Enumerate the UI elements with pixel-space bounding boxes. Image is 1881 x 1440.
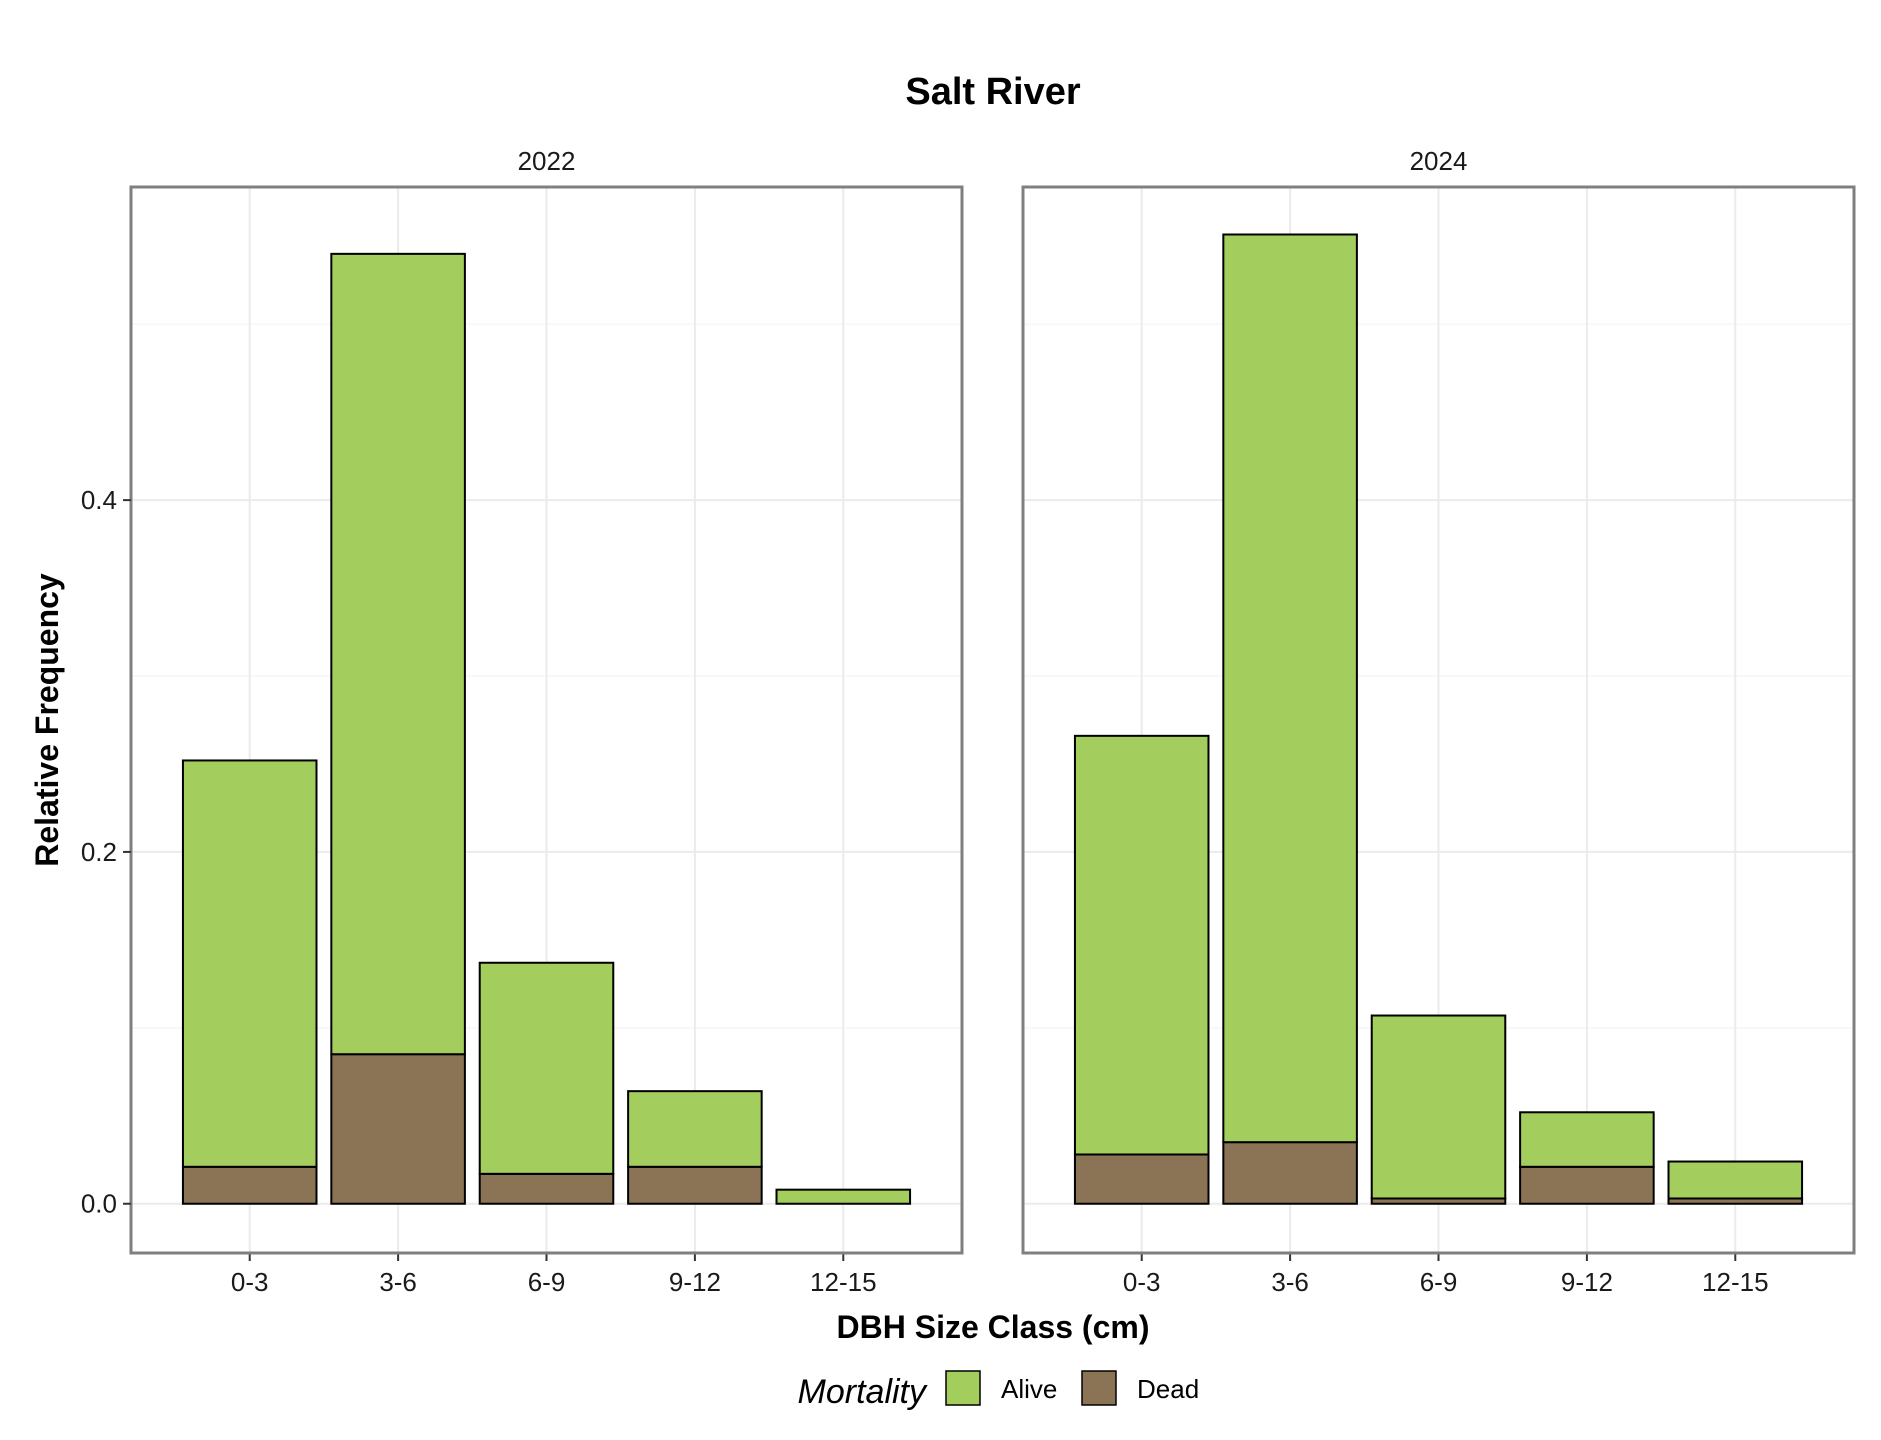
- bar-alive-9-12: [627, 1090, 763, 1168]
- chart-title: Salt River: [905, 71, 1081, 113]
- legend-swatch-dead: [1081, 1370, 1117, 1406]
- y-tick-label: 0.4: [81, 485, 117, 515]
- panel-2022: 2022 0-3 3-6 6-9 9-12 12-15: [129, 146, 964, 1297]
- bar-alive-0-3: [181, 759, 318, 1168]
- bar-dead-0-3: [1073, 1153, 1210, 1205]
- bar-alive-6-9: [1370, 1014, 1507, 1200]
- x-tick-label: 3-6: [379, 1267, 417, 1297]
- panel-border: [1021, 185, 1856, 1255]
- x-tick-label: 9-12: [669, 1267, 721, 1297]
- bars: [1073, 233, 1804, 1205]
- legend: Mortality Alive Dead: [798, 1370, 1199, 1411]
- legend-swatch-alive: [945, 1370, 981, 1406]
- x-axis-title: DBH Size Class (cm): [837, 1309, 1150, 1345]
- y-axis-title: Relative Frequency: [29, 573, 65, 867]
- x-tick-label: 6-9: [528, 1267, 566, 1297]
- bar-dead-0-3: [181, 1165, 318, 1205]
- legend-title: Mortality: [798, 1373, 928, 1411]
- bar-dead-6-9: [478, 1172, 615, 1205]
- x-tick-label: 3-6: [1271, 1267, 1309, 1297]
- x-tick-label: 9-12: [1561, 1267, 1613, 1297]
- bar-dead-9-12: [627, 1165, 763, 1205]
- bar-alive-3-6: [1222, 233, 1358, 1144]
- bar-alive-6-9: [478, 961, 615, 1175]
- panel-border: [129, 185, 964, 1255]
- panel-label: 2024: [1410, 146, 1468, 176]
- legend-entries: Alive Dead: [945, 1370, 1199, 1406]
- panel-label: 2022: [518, 146, 576, 176]
- gridlines: [1023, 187, 1854, 1253]
- bar-alive-0-3: [1073, 734, 1210, 1156]
- x-tick-label: 0-3: [1123, 1267, 1161, 1297]
- panel-2024: 2024 0-3 3-6 6-9 9-12 12-15: [1021, 146, 1856, 1297]
- x-tick-label: 12-15: [810, 1267, 877, 1297]
- bar-dead-9-12: [1519, 1165, 1655, 1205]
- y-tick-label: 0.0: [81, 1189, 117, 1219]
- bars: [181, 252, 912, 1205]
- bar-alive-12-15: [775, 1188, 912, 1205]
- panels: 2022 0-3 3-6 6-9 9-12 12-15 2024 0-3 3-6 6-9 9-12 1…: [129, 146, 1856, 1297]
- x-tick-label: 0-3: [231, 1267, 269, 1297]
- x-tick-label: 6-9: [1420, 1267, 1458, 1297]
- bar-dead-3-6: [330, 1053, 466, 1205]
- bar-alive-9-12: [1519, 1111, 1655, 1168]
- y-tick-label: 0.2: [81, 837, 117, 867]
- bar-dead-3-6: [1222, 1141, 1358, 1205]
- bar-alive-12-15: [1667, 1160, 1804, 1200]
- legend-label-alive: Alive: [1001, 1374, 1057, 1404]
- y-axis: 0.0 0.2 0.4: [81, 485, 131, 1219]
- x-tick-label: 12-15: [1702, 1267, 1769, 1297]
- legend-label-dead: Dead: [1137, 1374, 1199, 1404]
- bar-alive-3-6: [330, 252, 466, 1056]
